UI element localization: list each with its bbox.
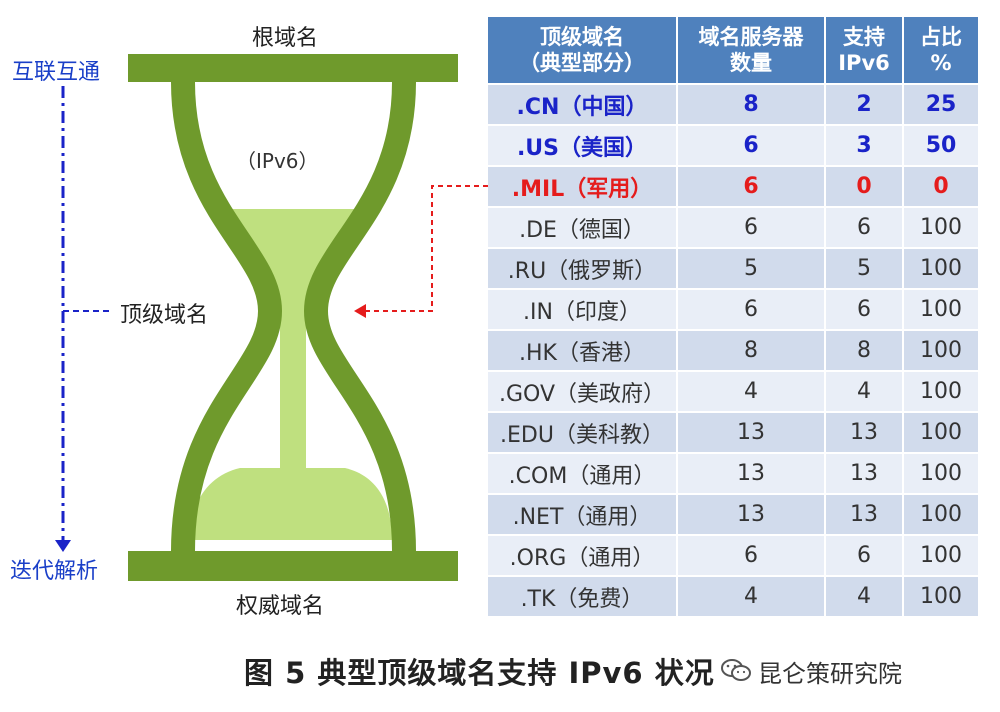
cell-domain: .DE（德国） <box>488 208 676 247</box>
cell-domain: .US（美国） <box>488 126 676 165</box>
watermark: 昆仑策研究院 <box>758 660 902 688</box>
cell-domain: .NET（通用） <box>488 495 676 534</box>
cell-domain: .RU（俄罗斯） <box>488 249 676 288</box>
table-row: .DE（德国） 6 6 100 <box>488 208 978 247</box>
cell-percentage: 25 <box>904 85 978 124</box>
cell-percentage: 100 <box>904 536 978 575</box>
cell-server-count: 13 <box>678 495 824 534</box>
cell-ipv6-support: 4 <box>826 577 902 616</box>
header-tld-text: 顶级域名 （典型部分） <box>519 25 645 75</box>
cell-server-count: 6 <box>678 126 824 165</box>
cell-server-count: 6 <box>678 536 824 575</box>
table-row: .US（美国） 6 3 50 <box>488 126 978 165</box>
hourglass-right-glass <box>303 81 416 552</box>
cell-domain: .CN（中国） <box>488 85 676 124</box>
hourglass-lower-sand <box>190 468 392 540</box>
hourglass-bottom-bar <box>128 551 458 581</box>
cell-percentage: 100 <box>904 331 978 370</box>
cell-percentage: 100 <box>904 249 978 288</box>
header-tld: 顶级域名 （典型部分） <box>488 17 676 83</box>
figure-caption: 图 5 典型顶级域名支持 IPv6 状况 <box>244 656 715 690</box>
cell-ipv6-support: 6 <box>826 208 902 247</box>
cell-percentage: 100 <box>904 372 978 411</box>
cell-domain: .COM（通用） <box>488 454 676 493</box>
cell-percentage: 100 <box>904 577 978 616</box>
hourglass-middle-label: 顶级域名 <box>120 303 209 328</box>
cell-domain: .IN（印度） <box>488 290 676 329</box>
table-row: .COM（通用） 13 13 100 <box>488 454 978 493</box>
table-body: .CN（中国） 8 2 25 .US（美国） 6 3 50 .MIL（军用） 6 0 0 .DE（德国）… <box>488 85 978 616</box>
cell-server-count: 6 <box>678 167 824 206</box>
hourglass-ipv6-label: （IPv6） <box>236 149 319 173</box>
cell-percentage: 50 <box>904 126 978 165</box>
header-percentage: 占比 % <box>904 17 978 83</box>
cell-percentage: 100 <box>904 495 978 534</box>
table-row: .IN（印度） 6 6 100 <box>488 290 978 329</box>
cell-ipv6-support: 6 <box>826 290 902 329</box>
cell-domain: .TK（免费） <box>488 577 676 616</box>
wechat-icon <box>721 659 751 681</box>
cell-server-count: 6 <box>678 208 824 247</box>
cell-percentage: 100 <box>904 208 978 247</box>
hourglass-top-bar <box>128 54 458 82</box>
mil-connector <box>362 185 488 312</box>
hourglass-top-label: 根域名 <box>252 26 319 51</box>
cell-ipv6-support: 13 <box>826 495 902 534</box>
table-row: .EDU（美科教） 13 13 100 <box>488 413 978 452</box>
cell-domain: .HK（香港） <box>488 331 676 370</box>
hourglass-upper-sand <box>208 209 378 305</box>
header-server-count: 域名服务器 数量 <box>678 17 824 83</box>
tld-ipv6-table: 顶级域名 （典型部分） 域名服务器 数量 支持 IPv6 占比 % .CN（中国… <box>486 15 980 618</box>
table-row: .MIL（军用） 6 0 0 <box>488 167 978 206</box>
cell-ipv6-support: 8 <box>826 331 902 370</box>
table-row: .GOV（美政府） 4 4 100 <box>488 372 978 411</box>
cell-server-count: 13 <box>678 413 824 452</box>
cell-percentage: 100 <box>904 290 978 329</box>
table-header-row: 顶级域名 （典型部分） 域名服务器 数量 支持 IPv6 占比 % <box>488 17 978 83</box>
mil-connector-arrowhead <box>354 304 366 318</box>
cell-ipv6-support: 0 <box>826 167 902 206</box>
cell-ipv6-support: 5 <box>826 249 902 288</box>
cell-server-count: 13 <box>678 454 824 493</box>
table-row: .HK（香港） 8 8 100 <box>488 331 978 370</box>
header-server-count-text: 域名服务器 数量 <box>698 25 804 75</box>
cell-domain: .GOV（美政府） <box>488 372 676 411</box>
cell-ipv6-support: 3 <box>826 126 902 165</box>
side-axis-arrowhead <box>55 540 71 552</box>
hourglass-sand-stream <box>280 300 306 480</box>
cell-server-count: 8 <box>678 85 824 124</box>
cell-ipv6-support: 13 <box>826 454 902 493</box>
cell-domain: .MIL（军用） <box>488 167 676 206</box>
header-ipv6-support: 支持 IPv6 <box>826 17 902 83</box>
side-axis-top-label: 互联互通 <box>12 60 101 85</box>
header-percentage-text: 占比 % <box>920 25 962 75</box>
cell-ipv6-support: 13 <box>826 413 902 452</box>
cell-server-count: 5 <box>678 249 824 288</box>
cell-server-count: 4 <box>678 577 824 616</box>
cell-server-count: 4 <box>678 372 824 411</box>
cell-percentage: 100 <box>904 413 978 452</box>
cell-ipv6-support: 6 <box>826 536 902 575</box>
table-row: .CN（中国） 8 2 25 <box>488 85 978 124</box>
cell-domain: .ORG（通用） <box>488 536 676 575</box>
cell-ipv6-support: 2 <box>826 85 902 124</box>
cell-server-count: 8 <box>678 331 824 370</box>
header-ipv6-support-text: 支持 IPv6 <box>838 25 890 75</box>
table-row: .TK（免费） 4 4 100 <box>488 577 978 616</box>
table-row: .NET（通用） 13 13 100 <box>488 495 978 534</box>
cell-domain: .EDU（美科教） <box>488 413 676 452</box>
cell-server-count: 6 <box>678 290 824 329</box>
cell-ipv6-support: 4 <box>826 372 902 411</box>
hourglass-bottom-label: 权威域名 <box>236 594 325 619</box>
table-row: .RU（俄罗斯） 5 5 100 <box>488 249 978 288</box>
side-axis-bottom-label: 迭代解析 <box>10 559 99 584</box>
table-row: .ORG（通用） 6 6 100 <box>488 536 978 575</box>
cell-percentage: 0 <box>904 167 978 206</box>
hourglass-left-glass <box>171 81 283 552</box>
cell-percentage: 100 <box>904 454 978 493</box>
